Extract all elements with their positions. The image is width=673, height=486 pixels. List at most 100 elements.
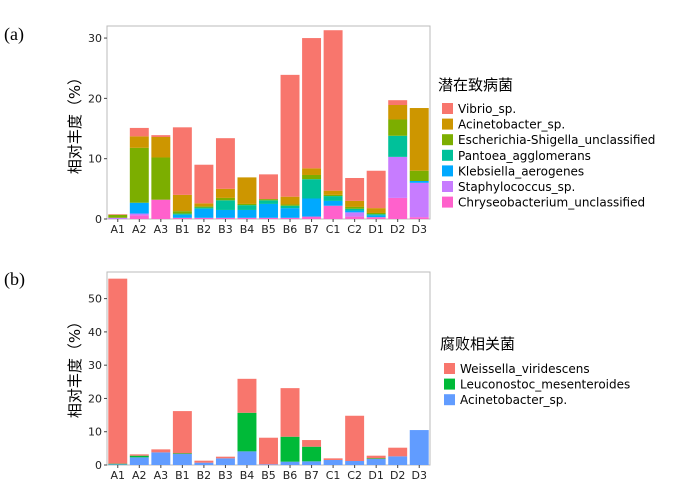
x-tick-label: A3 xyxy=(154,223,169,236)
bar-segment xyxy=(194,207,214,209)
bar-segment xyxy=(108,214,128,215)
panel-a-ticks: 0 10 20 30 xyxy=(88,32,107,226)
x-tick-label: D2 xyxy=(390,223,405,236)
legend-swatch xyxy=(442,181,453,192)
bar-segment xyxy=(172,127,192,195)
panel-a-label: (a) xyxy=(4,24,24,45)
legend-swatch xyxy=(442,118,453,130)
bar-segment xyxy=(172,211,192,214)
bar-segment xyxy=(215,188,235,198)
bar-segment xyxy=(215,458,235,465)
panel-b-label: (b) xyxy=(4,269,25,290)
legend-label: Acinetobacter_sp. xyxy=(460,393,567,407)
legend-swatch xyxy=(442,103,453,114)
panel-b-x-ticks: A1 A2 A3 B1 B2 B3 B4 B5 B6 B7 C1 C2 D1 D2 D3 xyxy=(111,465,427,482)
y-tick-label: 0 xyxy=(95,459,102,472)
bar-segment xyxy=(323,460,343,465)
bar-segment xyxy=(345,206,365,209)
bar-segment xyxy=(237,205,257,210)
bar-segment xyxy=(302,174,322,180)
bar-segment xyxy=(215,138,235,189)
bar-segment xyxy=(302,198,322,217)
bar-segment xyxy=(345,216,365,219)
bar-segment xyxy=(388,456,408,465)
legend-label: Staphylococcus_sp. xyxy=(458,180,575,194)
bar-segment xyxy=(129,215,149,219)
bar-segment xyxy=(194,460,214,463)
y-tick-label: 20 xyxy=(88,392,102,405)
bar-segment xyxy=(108,214,128,218)
bar-segment xyxy=(237,203,257,206)
bar-segment xyxy=(280,74,300,197)
bar-segment xyxy=(409,170,429,182)
bar-segment xyxy=(215,200,235,210)
bar-segment xyxy=(237,217,257,219)
bar-segment xyxy=(323,458,343,461)
bar-segment xyxy=(194,164,214,204)
panel-b: (b) 相对丰度（%） 0 10 20 30 40 50 A1 A2 A3 B1 B2 B3 B4 B5… xyxy=(4,269,630,482)
bar-segment xyxy=(302,179,322,199)
bar-segment xyxy=(259,464,278,465)
x-tick-label: D1 xyxy=(368,469,383,482)
bar-segment xyxy=(172,213,192,215)
x-tick-label: D3 xyxy=(411,469,426,482)
x-tick-label: B1 xyxy=(175,469,190,482)
legend-label: Escherichia-Shigella_unclassified xyxy=(458,133,655,147)
bar-segment xyxy=(366,217,386,219)
bar-segment xyxy=(409,108,429,171)
x-tick-label: B7 xyxy=(304,223,319,236)
y-tick-label: 0 xyxy=(95,213,102,226)
bar-segment xyxy=(237,177,257,204)
panel-b-bars xyxy=(108,278,429,465)
bar-segment xyxy=(129,147,149,203)
panel-b-plot-frame xyxy=(106,271,431,466)
legend-swatch xyxy=(444,378,455,390)
x-tick-label: D2 xyxy=(390,469,405,482)
x-tick-label: B3 xyxy=(218,469,233,482)
legend-swatch xyxy=(442,165,453,177)
legend-label: Klebsiella_aerogenes xyxy=(458,164,584,178)
bar-segment xyxy=(194,208,214,218)
bar-segment xyxy=(409,181,429,183)
panel-b-ticks: 0 10 20 30 40 50 xyxy=(88,293,107,472)
bar-segment xyxy=(129,455,149,458)
x-tick-label: B4 xyxy=(240,223,255,236)
bar-segment xyxy=(302,168,322,175)
bar-segment xyxy=(345,212,365,217)
bar-segment xyxy=(237,209,257,218)
bar-segment xyxy=(194,203,214,207)
bar-segment xyxy=(129,202,149,214)
bar-segment xyxy=(215,217,235,219)
bar-segment xyxy=(151,157,171,200)
x-tick-label: A3 xyxy=(154,469,169,482)
bar-segment xyxy=(388,447,408,457)
bar-segment xyxy=(194,462,214,465)
bar-segment xyxy=(280,461,300,465)
x-tick-label: C2 xyxy=(347,469,362,482)
bar-segment xyxy=(194,206,214,208)
panel-a-legend-title: 潜在致病菌 xyxy=(438,76,513,94)
panel-a-ylabel: 相对丰度（%） xyxy=(66,70,84,174)
bar-segment xyxy=(302,461,322,465)
bar-segment xyxy=(151,199,171,219)
bar-segment xyxy=(129,454,149,456)
bar-segment xyxy=(215,456,235,459)
bar-segment xyxy=(194,217,214,219)
bar-segment xyxy=(172,454,192,465)
bar-segment xyxy=(259,200,278,204)
bar-segment xyxy=(259,217,278,219)
x-tick-label: C1 xyxy=(326,469,341,482)
bar-segment xyxy=(366,170,386,209)
bar-segment xyxy=(151,449,171,453)
bar-segment xyxy=(129,127,149,137)
bar-segment xyxy=(259,199,278,201)
bar-segment xyxy=(302,216,322,219)
bar-segment xyxy=(388,197,408,219)
x-tick-label: B2 xyxy=(197,223,212,236)
bar-segment xyxy=(323,194,343,197)
legend-label: Acinetobacter_sp. xyxy=(458,118,565,132)
x-tick-label: D1 xyxy=(368,223,383,236)
bar-segment xyxy=(108,463,128,465)
legend-swatch xyxy=(444,394,455,406)
bar-segment xyxy=(323,200,343,206)
